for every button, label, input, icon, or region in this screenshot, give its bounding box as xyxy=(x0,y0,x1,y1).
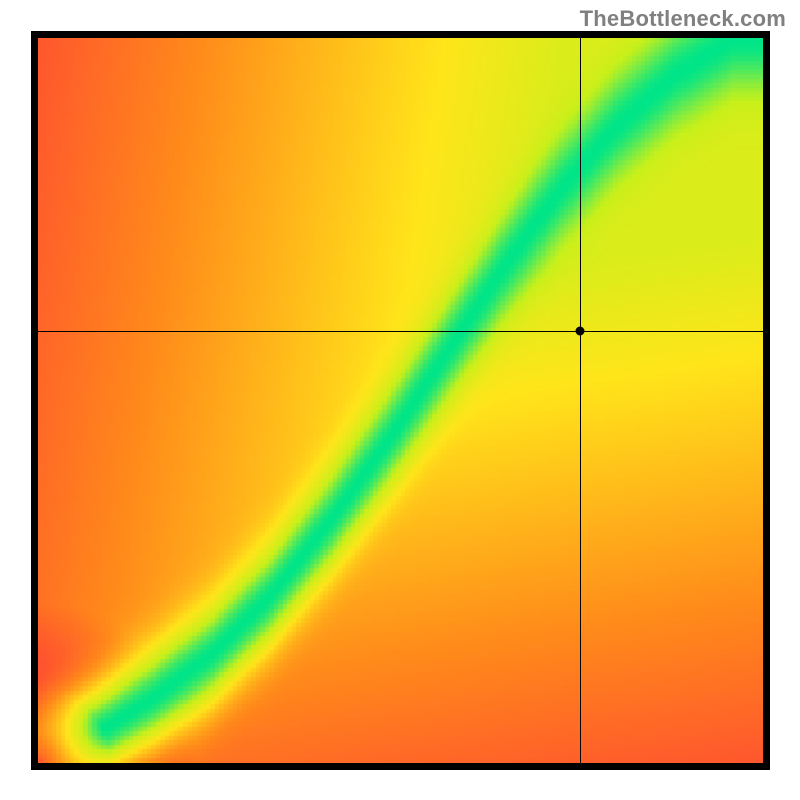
root: TheBottleneck.com xyxy=(0,0,800,800)
chart-frame xyxy=(31,31,770,770)
heatmap-canvas xyxy=(38,38,763,763)
crosshair-dot xyxy=(576,326,585,335)
crosshair-vertical xyxy=(580,38,581,763)
crosshair-horizontal xyxy=(38,331,763,332)
watermark-text: TheBottleneck.com xyxy=(580,6,786,32)
